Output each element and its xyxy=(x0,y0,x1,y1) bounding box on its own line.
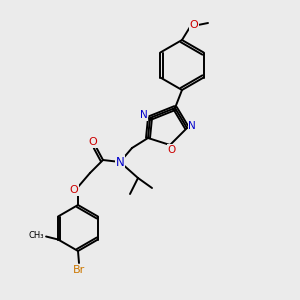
Text: N: N xyxy=(140,110,148,120)
Text: O: O xyxy=(168,145,176,155)
Text: O: O xyxy=(88,137,98,147)
Text: O: O xyxy=(190,20,198,30)
Text: Br: Br xyxy=(73,265,85,275)
Text: O: O xyxy=(70,185,78,195)
Text: CH₃: CH₃ xyxy=(28,231,44,240)
Text: N: N xyxy=(188,121,196,131)
Text: N: N xyxy=(116,155,124,169)
